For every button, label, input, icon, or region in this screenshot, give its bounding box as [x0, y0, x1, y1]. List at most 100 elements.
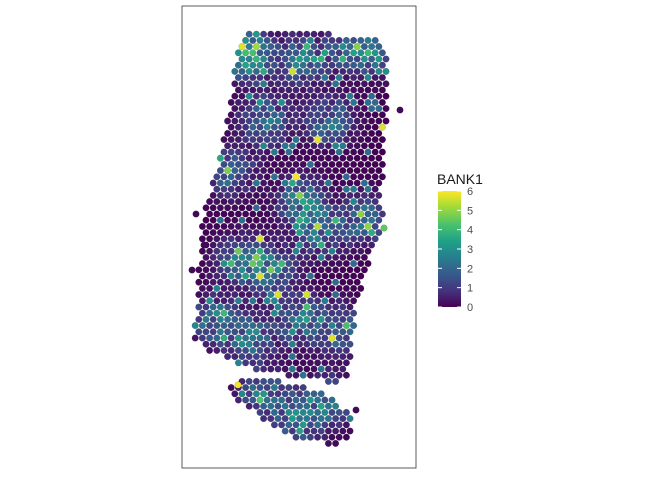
spot: [299, 198, 307, 206]
spot: [353, 167, 361, 175]
spot: [252, 43, 260, 51]
spot: [285, 86, 293, 94]
spot: [314, 346, 322, 354]
spot: [364, 74, 372, 82]
spot: [303, 92, 311, 100]
spot: [371, 74, 379, 82]
spot: [335, 49, 343, 57]
spot: [328, 98, 336, 106]
spot: [321, 235, 329, 243]
spot: [202, 253, 210, 261]
spot: [231, 105, 239, 113]
spot: [321, 74, 329, 82]
spot: [249, 396, 257, 404]
spot: [296, 204, 304, 212]
spot: [285, 74, 293, 82]
spot: [267, 92, 275, 100]
spot: [339, 55, 347, 63]
spot: [227, 148, 235, 156]
spot: [299, 359, 307, 367]
spot: [274, 415, 282, 423]
spot: [306, 272, 314, 280]
spot: [274, 253, 282, 261]
spot: [252, 216, 260, 224]
spot: [317, 43, 325, 51]
spot: [238, 303, 246, 311]
spot: [303, 167, 311, 175]
spot: [231, 278, 239, 286]
spot: [285, 61, 293, 69]
spot: [321, 198, 329, 206]
spot: [306, 160, 314, 168]
spot: [263, 185, 271, 193]
spot: [317, 129, 325, 137]
spot: [310, 229, 318, 237]
spot: [342, 272, 350, 280]
spot: [263, 384, 271, 392]
spot: [375, 105, 383, 113]
spot: [368, 179, 376, 187]
spot: [292, 123, 300, 131]
spot: [209, 179, 217, 187]
spot: [299, 260, 307, 268]
spot: [281, 30, 289, 38]
spot: [285, 235, 293, 243]
spot: [224, 340, 232, 348]
spot: [296, 353, 304, 361]
spot: [285, 396, 293, 404]
spot: [267, 303, 275, 311]
spot: [260, 229, 268, 237]
spot: [242, 359, 250, 367]
spot: [324, 353, 332, 361]
spot: [303, 291, 311, 299]
spot: [328, 371, 336, 379]
spot: [378, 111, 386, 119]
spot: [245, 340, 253, 348]
spot: [328, 272, 336, 280]
spot: [252, 154, 260, 162]
spot: [234, 136, 242, 144]
spot: [324, 55, 332, 63]
spot: [324, 241, 332, 249]
spot: [224, 216, 232, 224]
spot: [249, 123, 257, 131]
spot: [285, 36, 293, 44]
spot: [224, 241, 232, 249]
spot: [278, 222, 286, 230]
spot: [303, 266, 311, 274]
spot: [285, 185, 293, 193]
spot: [252, 340, 260, 348]
spot: [299, 346, 307, 354]
spot: [314, 98, 322, 106]
spot: [227, 284, 235, 292]
spot: [242, 198, 250, 206]
spot: [321, 371, 329, 379]
spot: [353, 241, 361, 249]
spot: [260, 266, 268, 274]
spot: [357, 173, 365, 181]
spot: [339, 204, 347, 212]
spot: [238, 204, 246, 212]
legend-tick-label: 1: [467, 283, 473, 295]
spot: [274, 204, 282, 212]
spot: [346, 55, 354, 63]
spot: [382, 105, 390, 113]
spot: [332, 105, 340, 113]
spot: [252, 142, 260, 150]
spot: [303, 105, 311, 113]
spot: [274, 241, 282, 249]
spot: [274, 142, 282, 150]
spot: [364, 173, 372, 181]
spot: [314, 86, 322, 94]
spot: [328, 74, 336, 82]
spot: [274, 167, 282, 175]
spot: [285, 260, 293, 268]
spot: [256, 222, 264, 230]
spot: [371, 222, 379, 230]
spot: [324, 80, 332, 88]
spot: [252, 30, 260, 38]
spot: [270, 260, 278, 268]
spot: [335, 185, 343, 193]
spot: [252, 129, 260, 137]
spot: [332, 439, 340, 447]
